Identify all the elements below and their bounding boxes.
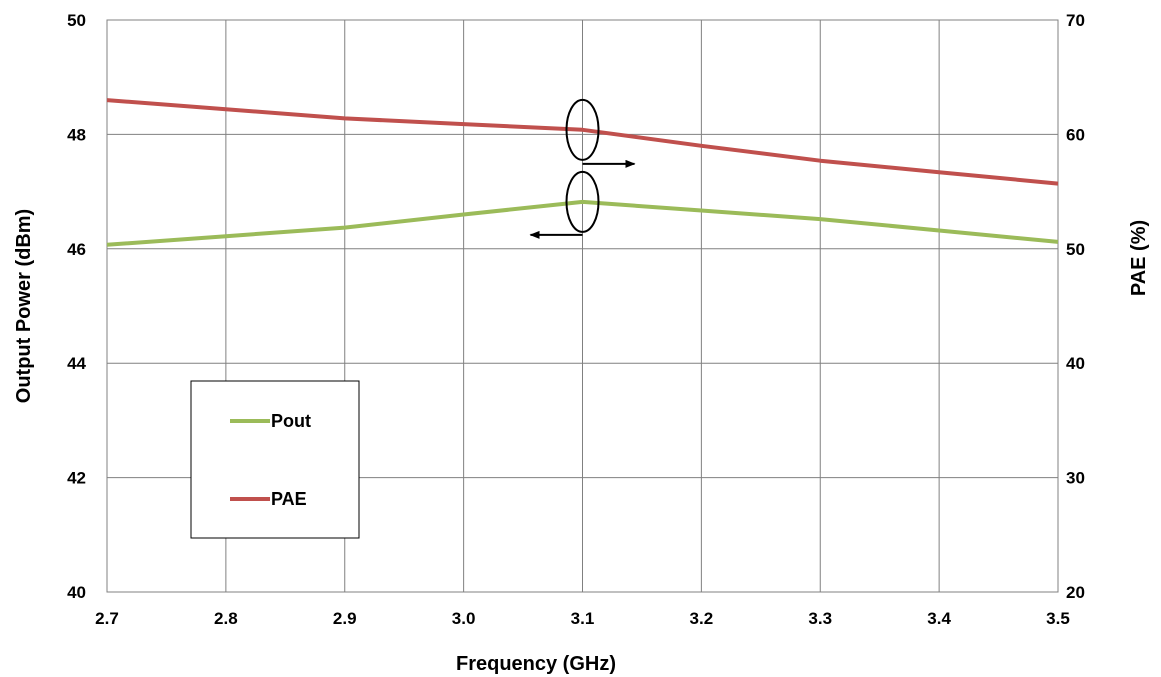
annotations — [529, 98, 636, 239]
annotation-ellipse-pout — [565, 170, 600, 233]
y-right-tick-label: 60 — [1066, 125, 1085, 144]
series-lines — [106, 98, 1059, 247]
x-tick-labels: 2.7 2.8 2.9 3.0 3.1 3.2 3.3 3.4 3.5 — [95, 609, 1070, 628]
x-axis-title: Frequency (GHz) — [456, 653, 616, 675]
y-left-tick-label: 40 — [67, 583, 86, 602]
y-left-tick-label: 42 — [67, 469, 86, 488]
x-tick-label: 3.3 — [808, 609, 832, 628]
x-tick-label: 3.0 — [452, 609, 476, 628]
x-tick-label: 3.5 — [1046, 609, 1070, 628]
y-right-tick-label: 20 — [1066, 583, 1085, 602]
y-right-tick-labels: 20 30 40 50 60 70 — [1066, 11, 1085, 602]
y-right-tick-label: 40 — [1066, 354, 1085, 373]
x-tick-label: 3.1 — [571, 609, 595, 628]
annotation-ellipse-pae — [565, 98, 600, 161]
x-tick-label: 2.9 — [333, 609, 357, 628]
x-tick-label: 2.8 — [214, 609, 238, 628]
y-left-tick-label: 44 — [67, 354, 86, 373]
plot-area-frame — [106, 19, 1059, 593]
series-line-pae — [106, 98, 1059, 186]
gridlines — [107, 20, 1058, 592]
y-left-axis-title: Output Power (dBm) — [13, 209, 35, 403]
legend: Pout PAE — [190, 380, 360, 539]
y-right-tick-label: 30 — [1066, 469, 1085, 488]
legend-label-pae: PAE — [271, 489, 307, 509]
x-tick-label: 3.4 — [927, 609, 951, 628]
series-line-pout — [106, 199, 1059, 247]
legend-label-pout: Pout — [271, 411, 311, 431]
x-tick-label: 2.7 — [95, 609, 119, 628]
y-right-axis-title: PAE (%) — [1128, 220, 1150, 296]
y-left-tick-labels: 40 42 44 46 48 50 — [67, 11, 86, 602]
y-right-tick-label: 50 — [1066, 240, 1085, 259]
legend-box — [190, 380, 360, 539]
y-right-tick-label: 70 — [1066, 11, 1085, 30]
x-tick-label: 3.2 — [690, 609, 714, 628]
y-left-tick-label: 50 — [67, 11, 86, 30]
y-left-tick-label: 46 — [67, 240, 86, 259]
y-left-tick-label: 48 — [67, 125, 86, 144]
